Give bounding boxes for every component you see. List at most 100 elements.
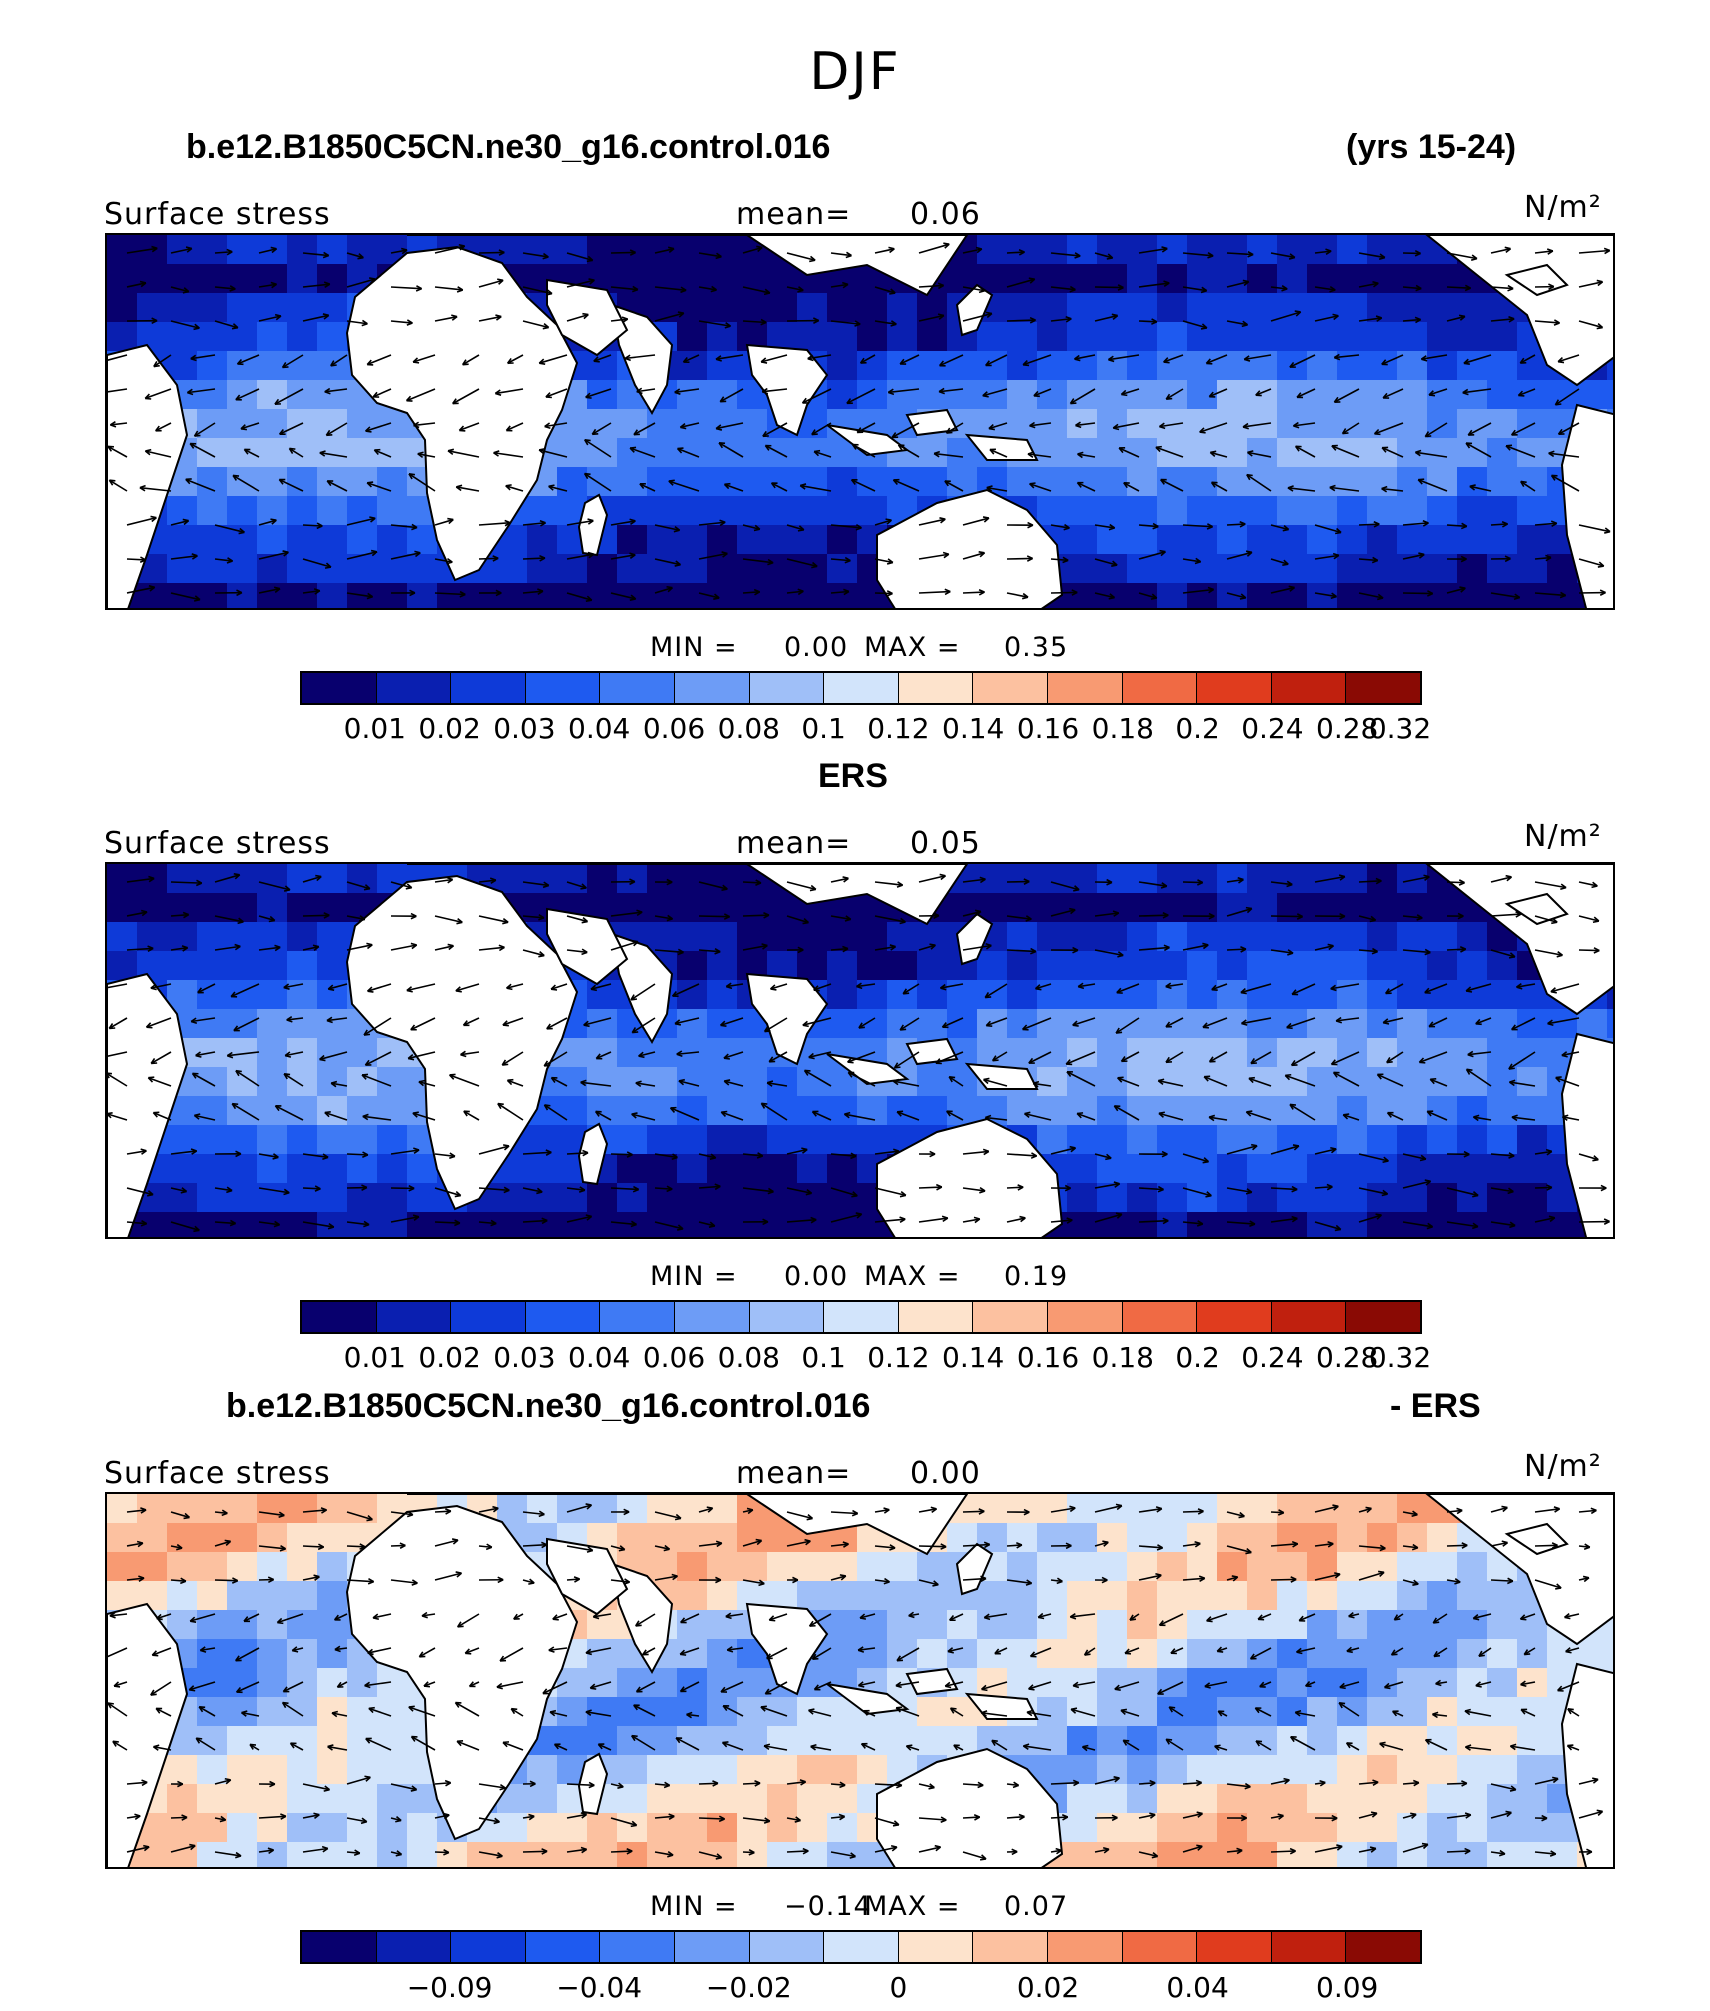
land-eurasia — [407, 864, 969, 926]
colorbar-swatch — [1197, 1302, 1272, 1332]
land-australia — [876, 1747, 1064, 1867]
colorbar-swatch — [1271, 1932, 1347, 1962]
stress-vectors — [107, 242, 1611, 602]
colorbar-swatch — [898, 1932, 974, 1962]
colorbar-swatch — [525, 673, 601, 703]
colorbar-swatch — [1197, 673, 1272, 703]
colorbar-tick-label: 0.24 — [1241, 712, 1304, 745]
colorbar-swatch — [824, 673, 899, 703]
colorbar-tick-label: 0.1 — [801, 1341, 846, 1374]
mean-label: mean= — [736, 826, 852, 861]
case-suffix: - ERS — [1390, 1387, 1481, 1425]
mean-value: 0.05 — [910, 826, 981, 861]
continent-outlines — [107, 1494, 1613, 1867]
colorbar-swatch — [749, 1302, 825, 1332]
units-label: N/m² — [1524, 819, 1602, 854]
colorbar-ticks: −0.09 −0.04 −0.02 0 0.02 0.04 0.09 — [300, 1971, 1422, 2005]
stress-field — [107, 864, 1613, 1237]
field-name: Surface stress — [104, 1456, 331, 1491]
units-label: N/m² — [1524, 1449, 1602, 1484]
colorbar-tick-label: 0 — [889, 1971, 908, 2004]
land-japan — [955, 1542, 994, 1596]
max-label: MAX = — [864, 1891, 961, 1922]
colorbar-swatch — [973, 1932, 1048, 1962]
stress-field — [107, 235, 1613, 608]
land-africa — [345, 245, 579, 582]
land-australia — [876, 1117, 1064, 1237]
colorbar-tick-label: 0.03 — [493, 712, 556, 745]
colorbar-swatch — [749, 1932, 825, 1962]
max-label: MAX = — [864, 1261, 961, 1292]
colorbar-tick-label: 0.08 — [717, 712, 780, 745]
colorbar — [300, 1300, 1422, 1334]
case-label: b.e12.B1850C5CN.ne30_g16.control.016 — [226, 1387, 871, 1425]
colorbar-tick-label: 0.04 — [568, 712, 631, 745]
colorbar-swatch — [1122, 1932, 1198, 1962]
land-eurasia — [407, 1494, 969, 1556]
colorbar-ticks: 0.01 0.02 0.03 0.04 0.06 0.08 0.1 0.12 0.14 0.16 0… — [300, 712, 1432, 746]
colorbar-swatch — [302, 673, 377, 703]
colorbar-swatch — [525, 1932, 601, 1962]
colorbar-swatch — [302, 1302, 377, 1332]
colorbar-tick-label: 0.1 — [801, 712, 846, 745]
colorbar-swatch — [1122, 673, 1198, 703]
colorbar-tick-label: 0.2 — [1175, 1341, 1220, 1374]
land-india — [610, 303, 674, 416]
land-africa — [345, 1504, 579, 1841]
land-eurasia — [407, 235, 969, 297]
colorbar-swatch — [973, 673, 1048, 703]
stress-vectors — [107, 1503, 1604, 1861]
colorbar-swatch — [898, 1302, 974, 1332]
stress-map — [105, 862, 1615, 1239]
land-india — [610, 932, 674, 1045]
min-label: MIN = — [650, 1891, 738, 1922]
colorbar-swatch — [1346, 1302, 1420, 1332]
colorbar-swatch — [898, 673, 974, 703]
mean-value: 0.00 — [910, 1456, 981, 1491]
colorbar-swatch — [451, 1932, 526, 1962]
colorbar-tick-label: 0.16 — [1016, 1341, 1080, 1374]
land-caribbean — [1504, 1522, 1569, 1556]
colorbar-swatch — [674, 673, 750, 703]
colorbar-tick-label: 0.14 — [942, 712, 1005, 745]
colorbar — [300, 1930, 1422, 1964]
land-india — [610, 1562, 674, 1675]
stress-field — [107, 1494, 1613, 1867]
colorbar-tick-label: 0.12 — [867, 712, 930, 745]
colorbar-swatch — [674, 1932, 750, 1962]
colorbar-swatch — [600, 673, 675, 703]
colorbar-swatch — [302, 1932, 377, 1962]
colorbar-tick-label: 0.02 — [418, 712, 481, 745]
continent-outlines — [107, 864, 1613, 1237]
mean-label: mean= — [736, 1456, 852, 1491]
max-value: 0.35 — [1004, 632, 1069, 663]
land-newguinea — [964, 1062, 1039, 1090]
land-americas_s — [1560, 1662, 1613, 1867]
case-suffix: (yrs 15-24) — [1346, 128, 1517, 166]
colorbar-swatch — [525, 1302, 601, 1332]
colorbar-tick-label: 0.16 — [1016, 712, 1080, 745]
colorbar-swatch — [824, 1932, 899, 1962]
colorbar-tick-label: 0.32 — [1368, 1341, 1432, 1374]
colorbar-tick-label: 0.09 — [1316, 1971, 1379, 2004]
colorbar-tick-label: 0.08 — [717, 1341, 780, 1374]
colorbar-tick-label: 0.12 — [867, 1341, 930, 1374]
land-americas_n — [1425, 1494, 1613, 1646]
stress-map — [105, 1492, 1615, 1869]
land-indonesia2 — [905, 1037, 959, 1066]
colorbar-tick-label: 0.2 — [1175, 712, 1220, 745]
field-name: Surface stress — [104, 826, 331, 861]
colorbar-tick-label: 0.01 — [343, 712, 406, 745]
land-arabia — [546, 907, 629, 986]
min-value: 0.00 — [784, 632, 849, 663]
land-newguinea — [964, 433, 1039, 461]
land-samerica_w — [107, 343, 189, 608]
min-value: −0.14 — [784, 1891, 872, 1922]
land-madagascar — [577, 1122, 609, 1186]
colorbar-tick-label: 0.06 — [642, 712, 706, 745]
max-label: MAX = — [864, 632, 961, 663]
max-value: 0.07 — [1004, 1891, 1069, 1922]
colorbar-tick-label: 0.28 — [1316, 712, 1379, 745]
colorbar-tick-label: −0.04 — [556, 1971, 643, 2004]
colorbar-swatch — [674, 1302, 750, 1332]
